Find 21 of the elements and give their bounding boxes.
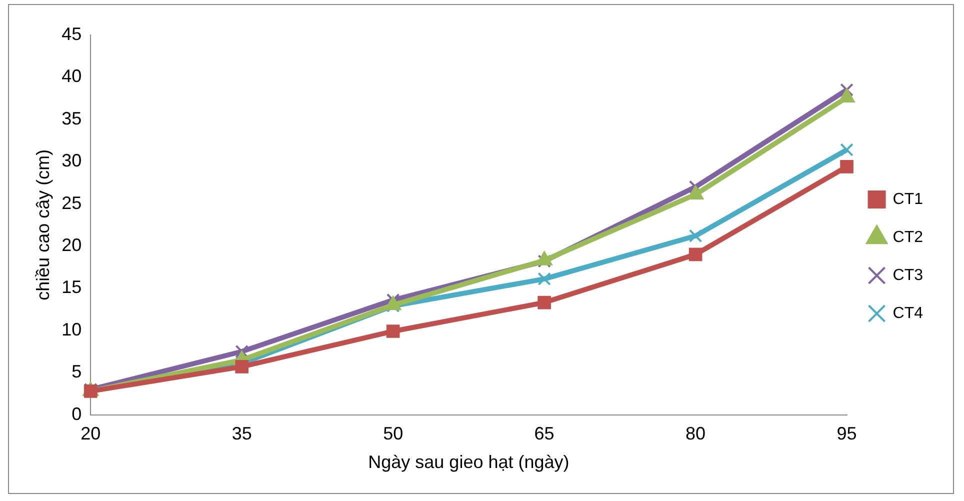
- legend-label: CT4: [892, 304, 924, 322]
- legend-label: CT1: [892, 190, 924, 208]
- x-tick-label: 80: [686, 424, 706, 444]
- x-tick-label: 65: [534, 424, 554, 444]
- x-tick-label: 35: [232, 424, 252, 444]
- y-tick-label: 30: [62, 150, 82, 171]
- y-tick-label: 35: [62, 108, 82, 128]
- y-tick-label: 20: [62, 234, 82, 255]
- legend-label: CT2: [892, 228, 924, 246]
- y-tick-label: 45: [62, 24, 82, 44]
- legend-label: CT3: [892, 266, 924, 284]
- y-tick-label: 15: [62, 277, 82, 298]
- y-tick-label: 10: [62, 319, 82, 340]
- y-tick-label: 40: [62, 66, 82, 86]
- y-tick-label: 0: [72, 404, 82, 424]
- y-tick-label: 5: [72, 362, 82, 382]
- x-axis-title: Ngày sau gieo hạt (ngày): [368, 452, 570, 472]
- x-tick-label: 95: [836, 424, 857, 444]
- x-tick-label: 50: [383, 424, 404, 444]
- y-axis-title: chiều cao cây (cm): [32, 149, 53, 300]
- y-tick-label: 25: [62, 192, 82, 213]
